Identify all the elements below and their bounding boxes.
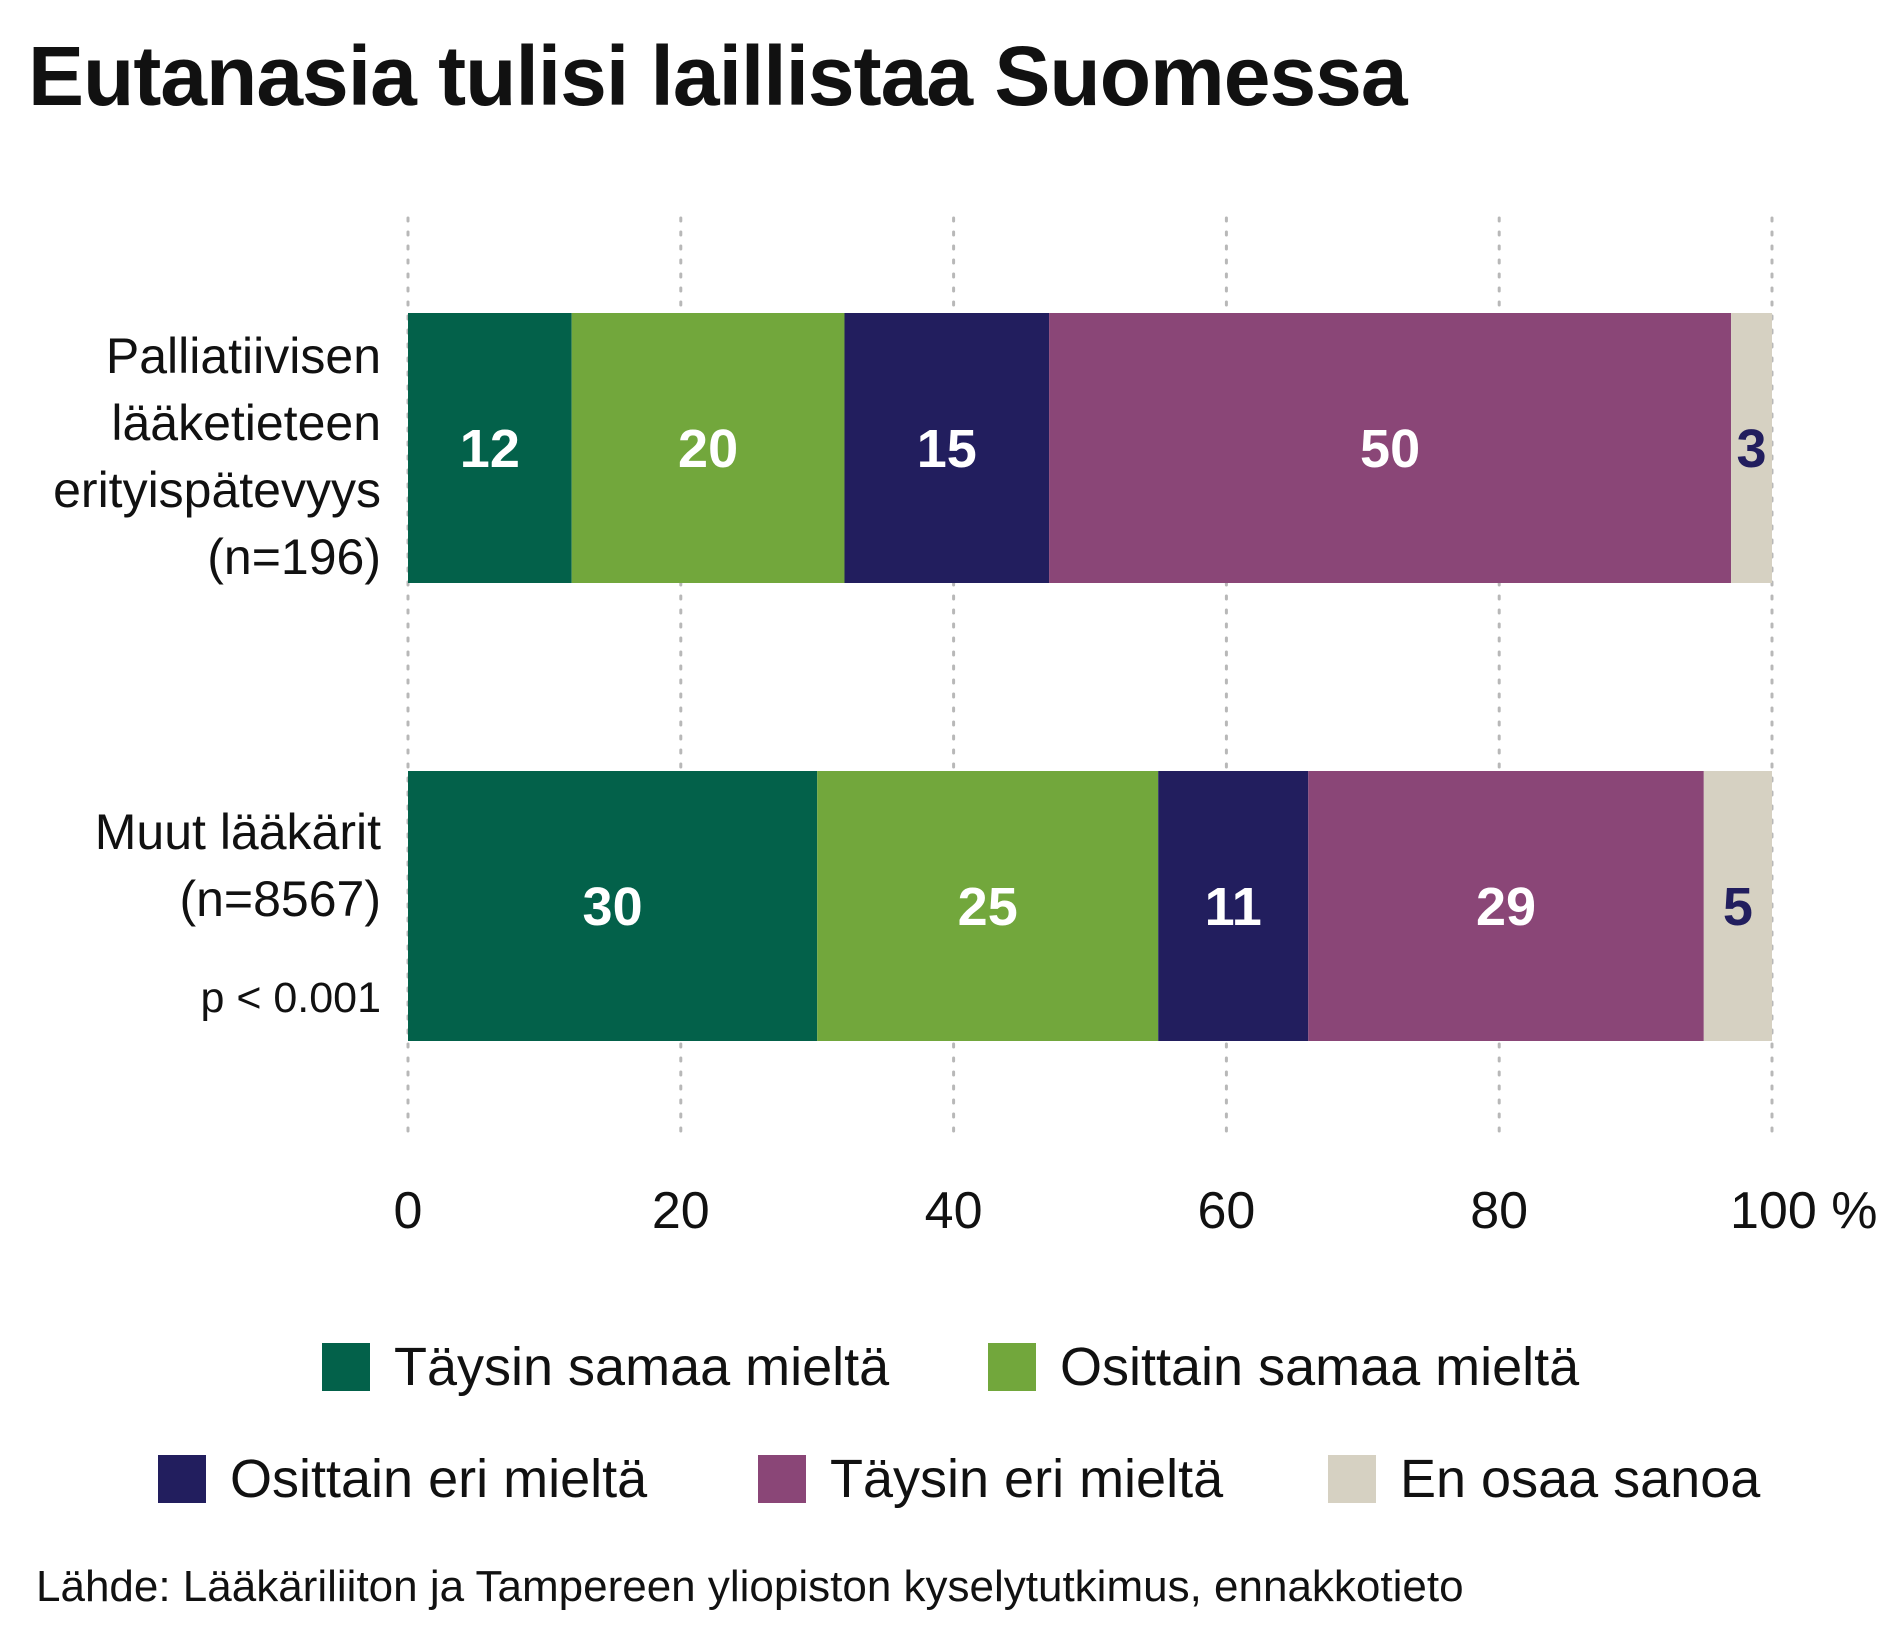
data-label: 50	[1360, 419, 1420, 479]
x-tick-label: 40	[925, 1182, 983, 1240]
bar-segment	[1158, 771, 1309, 1041]
data-label: 25	[958, 877, 1018, 937]
p-value-annotation: p < 0.001	[200, 974, 381, 1022]
bar-segment	[408, 771, 818, 1041]
data-label: 29	[1476, 877, 1536, 937]
bar-segment	[571, 313, 845, 583]
bar-segment	[1703, 771, 1772, 1041]
category-line: lääketieteen	[111, 395, 381, 451]
category-label-palliative: Palliatiivisen lääketieteen erityispätev…	[0, 323, 381, 591]
data-label: 11	[1205, 877, 1262, 937]
data-label: 3	[1737, 419, 1767, 479]
x-axis-ticks: 0 20 40 60 80 100 %	[394, 1182, 1878, 1240]
x-tick-label: 0	[394, 1182, 423, 1240]
bar-segment	[844, 313, 1050, 583]
data-label: 5	[1723, 877, 1753, 937]
bar-segment	[408, 313, 572, 583]
bar-segment	[1049, 313, 1732, 583]
bar-segment	[1731, 313, 1772, 583]
category-label-other-doctors: Muut lääkärit (n=8567)	[0, 799, 381, 933]
data-label: 30	[583, 877, 643, 937]
category-line: erityispätevyys	[53, 462, 381, 518]
bars: 12 20 15 50 3 30 25 11 29 5	[408, 313, 1772, 1041]
chart-title: Eutanasia tulisi laillistaa Suomessa	[28, 29, 1408, 123]
category-line: Palliatiivisen	[105, 328, 381, 384]
data-label: 20	[678, 419, 738, 479]
bar-segment	[1308, 771, 1704, 1041]
category-line: Muut lääkärit	[94, 804, 381, 860]
source-note: Lähde: Lääkäriliiton ja Tampereen yliopi…	[36, 1562, 1464, 1611]
bar-segment	[817, 771, 1159, 1041]
category-line: (n=196)	[207, 529, 381, 585]
category-line: (n=8567)	[179, 871, 381, 927]
x-tick-label: 20	[652, 1182, 710, 1240]
x-tick-label: 80	[1470, 1182, 1528, 1240]
x-tick-label: 60	[1197, 1182, 1255, 1240]
data-label: 12	[460, 419, 520, 479]
data-label: 15	[917, 419, 977, 479]
x-tick-label: 100 %	[1730, 1182, 1877, 1240]
